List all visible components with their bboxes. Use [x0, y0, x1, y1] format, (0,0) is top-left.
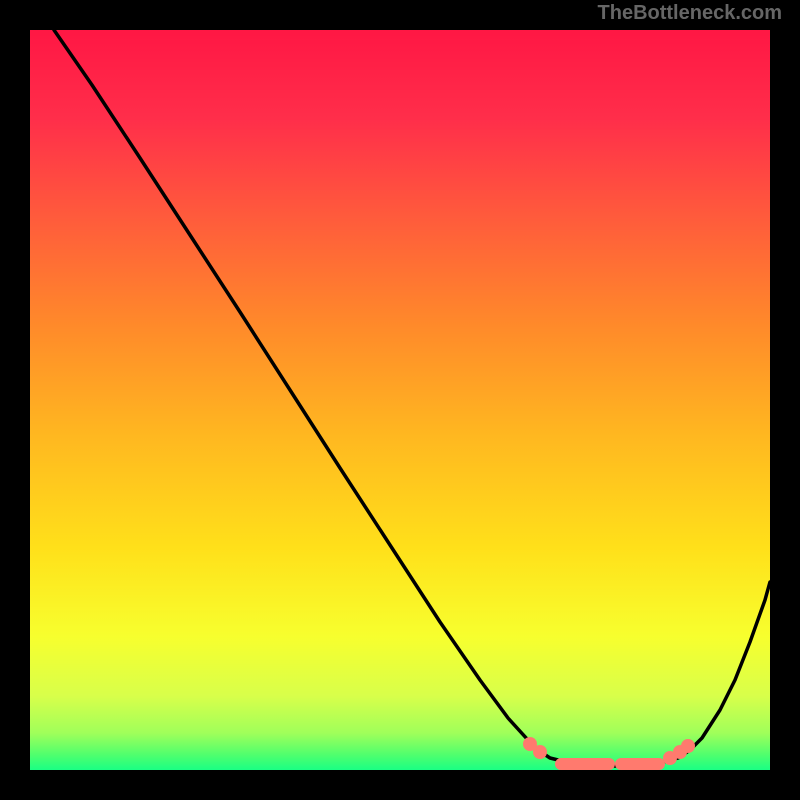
- bottleneck-curve: [30, 30, 770, 770]
- curve-marker: [681, 739, 695, 753]
- curve-marker: [533, 745, 547, 759]
- curve-marker: [555, 758, 615, 770]
- plot-area: [30, 30, 770, 770]
- curve-marker: [615, 758, 665, 770]
- watermark-text: TheBottleneck.com: [598, 2, 782, 25]
